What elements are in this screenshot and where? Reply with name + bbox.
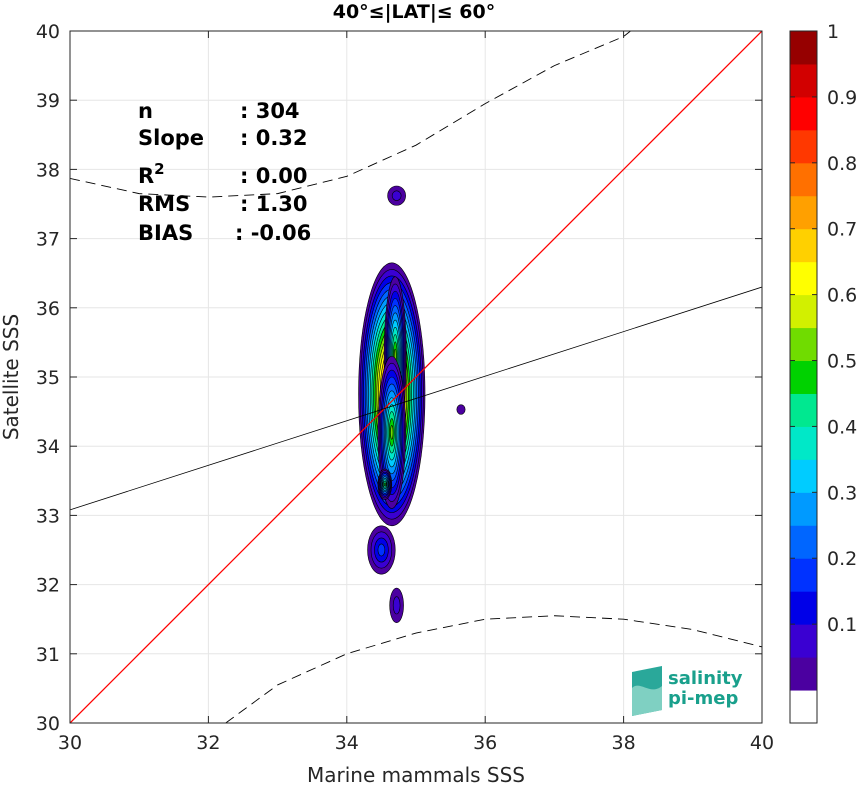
density-band xyxy=(383,482,386,487)
density-band xyxy=(377,543,386,557)
y-tick-label: 32 xyxy=(36,575,60,597)
reference-lines xyxy=(70,31,762,723)
density-band xyxy=(390,425,394,440)
colorbar-frame xyxy=(789,30,818,724)
stat-label: Slope xyxy=(138,126,204,150)
density-band xyxy=(456,404,466,415)
salinity-pi-mep-logo: salinity pi-mep xyxy=(632,666,743,716)
stat-value: : 304 xyxy=(240,99,300,123)
colorbar-tick-label: 0.6 xyxy=(827,285,857,307)
logo-line-1: salinity xyxy=(668,668,743,689)
colorbar-segment xyxy=(790,195,817,230)
y-tick-label: 34 xyxy=(36,436,60,458)
confidence-lower-dashed xyxy=(225,615,762,723)
stat-label-base: R xyxy=(138,164,154,188)
colorbar-tick-label: 0.4 xyxy=(827,416,857,438)
chart-title: 40°≤|LAT|≤ 60° xyxy=(333,1,496,23)
x-tick-label: 30 xyxy=(58,732,82,754)
colorbar-tick-label: 0.5 xyxy=(827,351,857,373)
stat-label: RMS xyxy=(138,192,190,216)
identity-line xyxy=(70,31,762,723)
colorbar-segment xyxy=(790,657,817,691)
density-band xyxy=(391,190,402,201)
logo-line-2: pi-mep xyxy=(668,688,738,709)
stat-value: : 0.00 xyxy=(240,164,308,188)
colorbar-tick-label: 0.7 xyxy=(827,219,857,241)
stat-value: : 0.32 xyxy=(240,126,308,150)
colorbar-segment xyxy=(790,294,817,329)
x-tick-label: 38 xyxy=(612,732,636,754)
colorbar-tick-label: 1 xyxy=(827,21,839,43)
y-tick-label: 35 xyxy=(36,367,60,389)
stat-value: : 1.30 xyxy=(240,192,308,216)
y-tick-label: 38 xyxy=(36,159,60,181)
stat-label: BIAS xyxy=(138,221,193,245)
y-axis-ticks: 30 31 32 33 34 35 36 37 38 39 40 xyxy=(36,21,762,735)
colorbar-segment xyxy=(790,261,817,296)
confidence-upper-dashed xyxy=(70,31,631,198)
colorbar-segment xyxy=(790,129,817,164)
logo-mark-wave xyxy=(632,685,662,716)
stat-label: R2 xyxy=(138,160,165,188)
x-tick-label: 32 xyxy=(196,732,220,754)
x-axis-ticks: 30 32 34 36 38 40 xyxy=(58,31,774,754)
colorbar-tick-label: 0.2 xyxy=(827,548,857,570)
colorbar-segment xyxy=(790,31,817,65)
density-band xyxy=(392,596,401,615)
y-tick-label: 40 xyxy=(36,21,60,43)
y-axis-label: Satellite SSS xyxy=(0,314,23,440)
colorbar-segment xyxy=(790,63,817,98)
x-tick-label: 34 xyxy=(335,732,359,754)
colorbar-segment xyxy=(790,459,817,493)
y-tick-label: 39 xyxy=(36,90,60,112)
stat-label-superscript: 2 xyxy=(154,160,164,178)
colorbar-segment xyxy=(790,591,817,625)
regression-line xyxy=(70,286,762,511)
y-tick-label: 31 xyxy=(36,644,60,666)
colorbar-segment xyxy=(790,162,817,197)
colorbar-tick-label: 0.8 xyxy=(827,153,857,175)
y-tick-label: 36 xyxy=(36,298,60,320)
colorbar-tick-label: 0.3 xyxy=(827,482,857,504)
x-axis-label: Marine mammals SSS xyxy=(307,763,525,786)
colorbar-segment xyxy=(790,558,817,592)
density-contours xyxy=(358,185,466,623)
y-tick-label: 33 xyxy=(36,505,60,527)
colorbar-segment xyxy=(790,393,817,427)
y-tick-label: 30 xyxy=(36,713,60,735)
x-tick-label: 36 xyxy=(473,732,497,754)
stat-value: : -0.06 xyxy=(235,221,311,245)
colorbar-tick-label: 0.1 xyxy=(827,614,857,636)
stats-box: n : 304 Slope : 0.32 R2 : 0.00 RMS : 1.30 BIAS : … xyxy=(138,99,311,245)
colorbar-segment xyxy=(790,228,817,263)
colorbar-segment xyxy=(790,624,817,658)
colorbar-segment xyxy=(790,525,817,559)
colorbar-segment xyxy=(790,360,817,394)
stat-label: n xyxy=(138,99,153,123)
y-tick-label: 37 xyxy=(36,229,60,251)
colorbar: 0.1 0.2 0.3 0.4 0.5 0.6 0.7 0.8 0.9 1 xyxy=(789,21,857,724)
colorbar-segment xyxy=(790,690,817,724)
colorbar-tick-label: 0.9 xyxy=(827,87,857,109)
colorbar-segment xyxy=(790,96,817,131)
colorbar-segment xyxy=(790,492,817,526)
colorbar-segment xyxy=(790,426,817,460)
x-tick-label: 40 xyxy=(750,732,774,754)
colorbar-segment xyxy=(790,327,817,362)
